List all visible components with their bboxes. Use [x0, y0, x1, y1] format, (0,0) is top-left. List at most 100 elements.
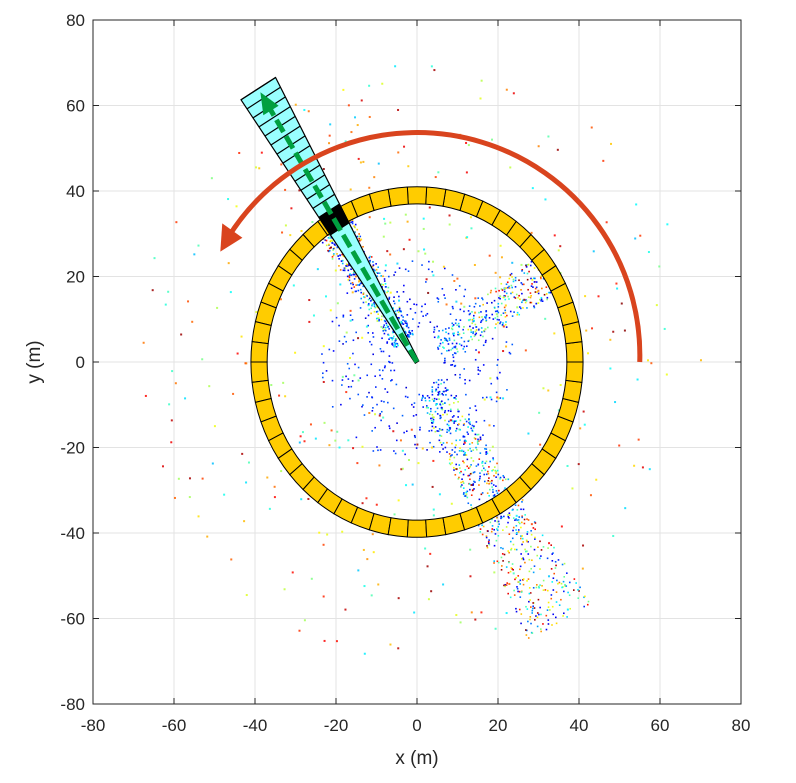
- lidar-point: [329, 240, 332, 243]
- lidar-point: [341, 253, 343, 256]
- lidar-point: [513, 296, 516, 298]
- lidar-point: [362, 548, 365, 551]
- lidar-point: [515, 524, 518, 527]
- lidar-point: [495, 400, 498, 403]
- lidar-point: [447, 409, 450, 412]
- lidar-point: [404, 332, 407, 334]
- lidar-point: [444, 419, 446, 422]
- lidar-point: [527, 296, 530, 298]
- lidar-point: [396, 422, 398, 424]
- lidar-point: [493, 562, 495, 564]
- lidar-point: [425, 406, 428, 409]
- rotation-arc: [225, 130, 643, 363]
- lidar-point: [521, 292, 523, 295]
- lidar-point: [566, 464, 569, 467]
- lidar-point: [411, 403, 413, 406]
- lidar-point: [502, 397, 505, 400]
- lidar-point: [376, 275, 378, 277]
- lidar-point: [449, 455, 452, 458]
- lidar-point: [404, 213, 407, 216]
- lidar-point: [459, 621, 462, 624]
- lidar-point: [171, 370, 174, 373]
- lidar-point: [558, 604, 561, 606]
- lidar-point: [537, 292, 540, 295]
- lidar-point: [164, 303, 167, 306]
- lidar-point: [173, 496, 176, 499]
- lidar-point: [537, 145, 540, 148]
- lidar-point: [432, 508, 435, 511]
- lidar-point: [493, 528, 495, 531]
- lidar-point: [521, 501, 523, 503]
- lidar-point: [554, 567, 557, 569]
- lidar-point: [547, 619, 550, 621]
- lidar-point: [461, 415, 464, 418]
- lidar-point: [438, 493, 441, 496]
- lidar-point: [377, 266, 380, 269]
- lidar-point: [459, 447, 461, 449]
- lidar-point: [535, 286, 538, 289]
- lidar-point: [469, 216, 472, 219]
- lidar-point: [336, 246, 339, 249]
- lidar-point: [510, 548, 512, 551]
- lidar-point: [489, 449, 491, 452]
- lidar-point: [404, 331, 407, 334]
- lidar-point: [504, 298, 507, 301]
- lidar-point: [347, 104, 350, 107]
- lidar-point: [535, 302, 538, 305]
- lidar-point: [455, 430, 457, 432]
- lidar-point: [373, 305, 376, 308]
- lidar-point: [527, 519, 530, 521]
- lidar-point: [507, 295, 509, 298]
- lidar-point: [491, 445, 494, 448]
- lidar-point: [496, 492, 499, 495]
- lidar-point: [443, 267, 446, 270]
- lidar-point: [553, 234, 556, 237]
- lidar-point: [437, 391, 440, 394]
- lidar-point: [472, 332, 474, 335]
- lidar-point: [403, 431, 405, 434]
- lidar-point: [423, 248, 426, 251]
- lidar-point: [458, 285, 461, 287]
- lidar-point: [512, 543, 515, 546]
- lidar-point: [393, 513, 396, 516]
- lidar-point: [419, 426, 421, 429]
- lidar-point: [412, 415, 415, 417]
- lidar-point: [367, 314, 370, 317]
- lidar-point: [338, 446, 341, 449]
- lidar-point: [394, 338, 397, 340]
- lidar-point: [557, 559, 560, 561]
- lidar-point: [485, 448, 488, 450]
- lidar-point: [527, 540, 529, 543]
- lidar-point: [377, 583, 380, 586]
- lidar-point: [384, 365, 386, 367]
- lidar-point: [514, 548, 516, 551]
- lidar-point: [300, 229, 303, 232]
- lidar-point: [332, 350, 335, 352]
- lidar-point: [461, 478, 463, 481]
- lidar-point: [478, 479, 481, 482]
- lidar-point: [402, 291, 405, 293]
- lidar-point: [337, 255, 339, 257]
- lidar-point: [371, 533, 374, 536]
- lidar-point: [479, 475, 481, 478]
- lidar-point: [386, 391, 389, 393]
- lidar-point: [398, 318, 400, 320]
- lidar-point: [335, 640, 338, 643]
- lidar-point: [445, 394, 447, 396]
- lidar-point: [403, 145, 406, 148]
- lidar-point: [520, 622, 522, 625]
- lidar-point: [496, 529, 499, 532]
- lidar-point: [497, 534, 500, 537]
- lidar-point: [558, 581, 561, 584]
- lidar-point: [509, 570, 512, 573]
- lidar-point: [429, 441, 431, 444]
- lidar-point: [391, 331, 394, 334]
- lidar-point: [472, 327, 474, 329]
- lidar-point: [448, 214, 451, 217]
- lidar-point: [441, 400, 443, 403]
- lidar-point: [432, 260, 435, 263]
- lidar-point: [552, 589, 555, 591]
- lidar-point: [378, 272, 381, 274]
- lidar-point: [363, 652, 366, 655]
- lidar-point: [484, 316, 486, 318]
